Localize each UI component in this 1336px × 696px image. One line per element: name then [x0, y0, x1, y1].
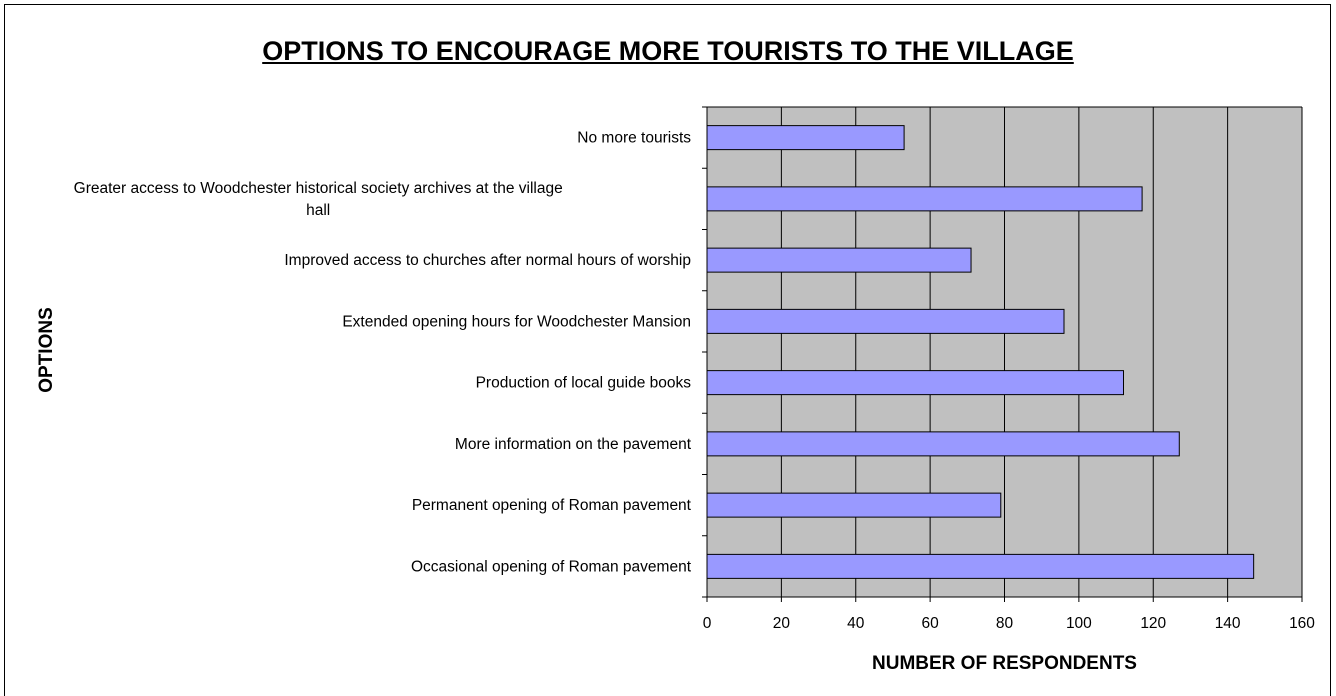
category-label: Occasional opening of Roman pavement — [411, 558, 692, 575]
x-tick-label: 60 — [922, 615, 940, 632]
category-label: Production of local guide books — [476, 375, 692, 392]
bars — [706, 125, 1255, 579]
category-label-line: Production of local guide books — [476, 375, 692, 392]
category-label-line: More information on the pavement — [455, 436, 692, 453]
x-tick-label: 140 — [1215, 615, 1241, 632]
category-label-line: hall — [306, 202, 330, 219]
category-label-line: Improved access to churches after normal… — [284, 252, 691, 269]
category-label: Greater access to Woodchester historical… — [74, 180, 563, 219]
x-tick-label: 20 — [773, 615, 791, 632]
tick-labels: 0 20 40 60 80 100 120 140 160 — [703, 615, 1316, 632]
bar — [706, 492, 1002, 518]
x-axis-title: NUMBER OF RESPONDENTS — [872, 653, 1137, 674]
bar — [706, 553, 1255, 579]
category-labels: No more tourists Greater access to Woodch… — [74, 130, 692, 576]
category-label: Improved access to churches after normal… — [284, 252, 691, 269]
category-label-line: Extended opening hours for Woodchester M… — [342, 313, 691, 330]
category-label: No more tourists — [577, 130, 691, 147]
x-tick-label: 40 — [847, 615, 865, 632]
bar — [706, 431, 1180, 457]
x-tick-label: 0 — [703, 615, 712, 632]
bar — [706, 125, 905, 151]
bar — [706, 370, 1124, 396]
category-label-line: Occasional opening of Roman pavement — [411, 558, 692, 575]
y-axis-title: OPTIONS — [36, 307, 57, 393]
category-label: More information on the pavement — [455, 436, 692, 453]
chart-title: OPTIONS TO ENCOURAGE MORE TOURISTS TO TH… — [262, 36, 1074, 66]
x-tick-label: 100 — [1066, 615, 1092, 632]
axes — [702, 106, 1303, 602]
bar — [706, 247, 972, 273]
category-label: Extended opening hours for Woodchester M… — [342, 313, 691, 330]
bar — [706, 186, 1143, 212]
x-tick-label: 160 — [1289, 615, 1315, 632]
x-tick-label: 80 — [996, 615, 1014, 632]
category-label: Permanent opening of Roman pavement — [412, 497, 692, 514]
x-tick-label: 120 — [1140, 615, 1166, 632]
category-label-line: Greater access to Woodchester historical… — [74, 180, 563, 197]
category-label-line: No more tourists — [577, 130, 691, 147]
bar — [706, 308, 1065, 334]
category-label-line: Permanent opening of Roman pavement — [412, 497, 692, 514]
